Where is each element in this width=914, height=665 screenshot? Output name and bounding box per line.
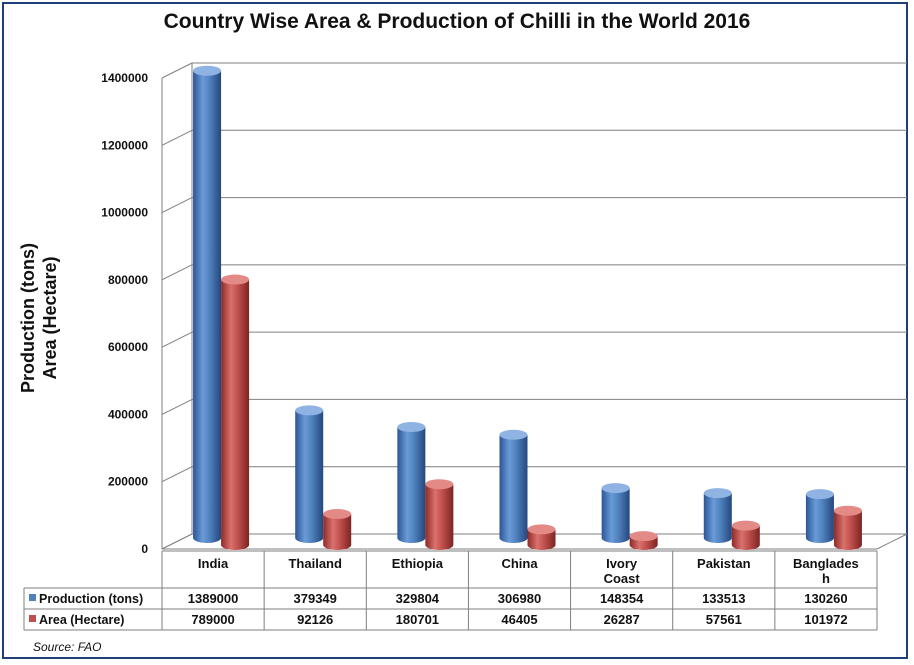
bar-body [833, 510, 862, 550]
bar-production-5 [703, 488, 732, 543]
y-tick-label: 600000 [108, 340, 148, 354]
bar-area-5 [731, 520, 760, 550]
bar-area-4 [629, 531, 658, 550]
bar-top [703, 488, 732, 499]
bar-production-4 [601, 483, 630, 543]
y-tick-label: 1400000 [101, 71, 148, 85]
bar-body [731, 525, 760, 550]
bar-top [731, 520, 760, 531]
source-note: Source: FAO [33, 640, 102, 654]
y-tick-label: 800000 [108, 273, 148, 287]
legend-label: Area (Hectare) [39, 613, 124, 627]
bar-area-6 [833, 505, 862, 550]
bar-body [527, 529, 556, 550]
y-tick-label: 1200000 [101, 138, 148, 152]
x-category-label: Thailand [288, 556, 342, 571]
bar-top [221, 274, 250, 285]
y-tick-label: 1000000 [101, 206, 148, 220]
bar-top [805, 489, 834, 500]
x-category-label: India [198, 556, 229, 571]
data-label: 57561 [706, 612, 742, 627]
data-label: 46405 [501, 612, 537, 627]
x-category-label: Ivory [606, 556, 638, 571]
bar-top [629, 531, 658, 542]
data-label: 148354 [600, 591, 644, 606]
bar-body [601, 488, 630, 543]
chart-title: Country Wise Area & Production of Chilli… [163, 10, 751, 33]
bar-production-6 [805, 489, 834, 543]
bar-area-1 [323, 509, 352, 550]
bar-area-0 [221, 274, 250, 550]
bar-top [193, 65, 222, 76]
bar-top [397, 422, 426, 433]
bar-top [295, 405, 324, 416]
bar-top [601, 483, 630, 494]
data-label: 306980 [498, 591, 541, 606]
data-label: 180701 [396, 612, 439, 627]
gridline-side [161, 466, 193, 483]
y-tick-label: 0 [141, 542, 148, 556]
data-label: 130260 [804, 591, 847, 606]
bar-body [425, 484, 454, 550]
bar-top [833, 505, 862, 516]
data-label: 329804 [396, 591, 440, 606]
bar-body [703, 493, 732, 543]
gridline-side [161, 129, 193, 146]
x-category-label: Ethiopia [392, 556, 444, 571]
bar-body [323, 514, 352, 550]
legend-key [29, 594, 36, 601]
bar-body [221, 279, 250, 550]
y-axis-title-line2: Area (Hectare) [40, 256, 60, 379]
data-label: 92126 [297, 612, 333, 627]
gridline-side [161, 398, 193, 415]
x-category-label: China [501, 556, 538, 571]
gridline-side [161, 197, 193, 214]
bar-production-0 [193, 65, 222, 543]
data-label: 379349 [294, 591, 337, 606]
data-label: 26287 [604, 612, 640, 627]
y-tick-label: 400000 [108, 407, 148, 421]
x-category-label: Banglades [793, 556, 859, 571]
bar-top [527, 524, 556, 535]
data-label: 101972 [804, 612, 847, 627]
bar-production-2 [397, 422, 426, 543]
bar-area-2 [425, 479, 454, 550]
bar-body [397, 427, 426, 543]
bar-body [193, 70, 222, 543]
data-label: 1389000 [188, 591, 239, 606]
gridline-side [161, 264, 193, 281]
bar-body [499, 434, 528, 543]
x-category-label: h [822, 571, 830, 586]
gridline-side [161, 62, 193, 79]
y-tick-label: 200000 [108, 475, 148, 489]
bar-body [295, 410, 324, 543]
y-axis-title-line1: Production (tons) [18, 243, 38, 393]
bar-top [323, 509, 352, 520]
bar-area-3 [527, 524, 556, 550]
gridline-side [161, 331, 193, 348]
data-label: 789000 [191, 612, 234, 627]
x-category-label: Coast [604, 571, 641, 586]
legend-key [29, 615, 36, 622]
bar-production-3 [499, 429, 528, 543]
bar-top [425, 479, 454, 490]
bar-body [805, 494, 834, 543]
legend-label: Production (tons) [39, 592, 143, 606]
data-label: 133513 [702, 591, 745, 606]
bar-top [499, 429, 528, 440]
x-category-label: Pakistan [697, 556, 751, 571]
bar-production-1 [295, 405, 324, 543]
